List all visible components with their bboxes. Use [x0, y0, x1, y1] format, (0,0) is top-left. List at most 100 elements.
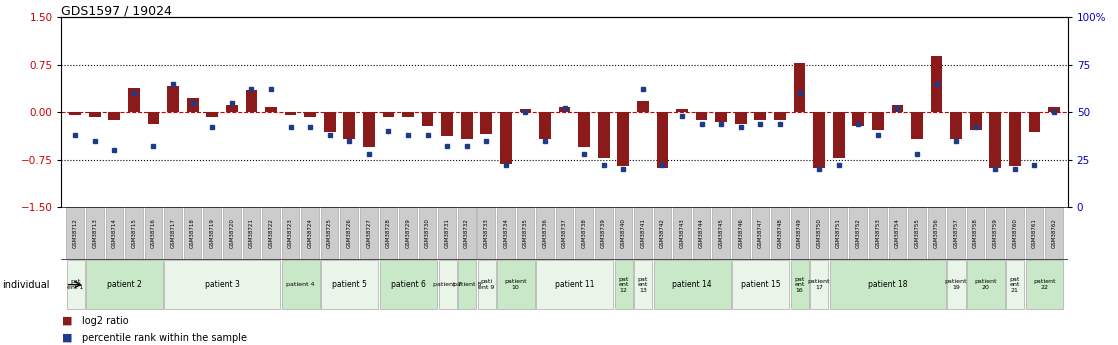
Text: GSM38751: GSM38751 [836, 218, 841, 248]
Bar [967, 207, 985, 259]
Bar [187, 98, 199, 112]
Text: GSM38727: GSM38727 [367, 218, 371, 248]
Bar [556, 207, 574, 259]
Text: pat
ent 1: pat ent 1 [67, 279, 84, 290]
Text: GDS1597 / 19024: GDS1597 / 19024 [61, 4, 172, 17]
Text: GSM38757: GSM38757 [954, 218, 958, 248]
Text: GSM38729: GSM38729 [406, 218, 410, 248]
Text: GSM38733: GSM38733 [484, 218, 489, 248]
Text: GSM38717: GSM38717 [171, 218, 176, 248]
Text: pat
ent
16: pat ent 16 [794, 277, 805, 293]
Text: GSM38762: GSM38762 [1052, 218, 1057, 248]
Text: GSM38759: GSM38759 [993, 218, 997, 248]
Bar [576, 207, 593, 259]
Bar [324, 112, 335, 132]
Text: GSM38713: GSM38713 [93, 218, 97, 248]
Bar [989, 112, 1001, 168]
Text: pat
ent
12: pat ent 12 [618, 277, 628, 293]
Bar [673, 207, 691, 259]
Bar [203, 207, 221, 259]
Text: log2 ratio: log2 ratio [82, 316, 129, 326]
Bar [164, 207, 182, 259]
Bar [833, 112, 844, 158]
Text: GSM38735: GSM38735 [523, 218, 528, 248]
Bar [246, 90, 257, 112]
Text: GSM38753: GSM38753 [875, 218, 880, 248]
Text: GSM38749: GSM38749 [797, 218, 802, 248]
Bar [559, 107, 570, 112]
Text: patient 2: patient 2 [106, 280, 142, 289]
Text: GSM38719: GSM38719 [210, 218, 215, 248]
Text: GSM38737: GSM38737 [562, 218, 567, 248]
Text: GSM38739: GSM38739 [601, 218, 606, 248]
Text: patient 4: patient 4 [286, 282, 314, 287]
Bar [1008, 112, 1021, 166]
Bar [947, 207, 965, 259]
Text: patient 18: patient 18 [868, 280, 908, 289]
Text: GSM38730: GSM38730 [425, 218, 430, 248]
Bar [617, 112, 629, 166]
Text: GSM38736: GSM38736 [542, 218, 548, 248]
Bar [282, 207, 300, 259]
Bar [771, 207, 788, 259]
Bar [402, 112, 414, 117]
Text: GSM38750: GSM38750 [816, 218, 822, 248]
Bar [811, 207, 828, 259]
Bar [537, 260, 613, 309]
Bar [498, 260, 534, 309]
Bar [481, 112, 492, 134]
Text: GSM38726: GSM38726 [347, 218, 352, 248]
Bar [477, 260, 495, 309]
Text: ■: ■ [61, 316, 72, 326]
Text: patient 5: patient 5 [332, 280, 367, 289]
Bar [226, 105, 238, 112]
Text: patient
17: patient 17 [808, 279, 831, 290]
Text: ■: ■ [61, 333, 72, 343]
Bar [438, 207, 456, 259]
Bar [1006, 260, 1024, 309]
Bar [207, 112, 218, 117]
Text: patient
19: patient 19 [945, 279, 967, 290]
Bar [695, 112, 708, 120]
Bar [105, 207, 123, 259]
Bar [889, 207, 907, 259]
Bar [911, 112, 922, 139]
Bar [144, 207, 162, 259]
Bar [830, 260, 946, 309]
Bar [321, 260, 378, 309]
Bar [301, 207, 319, 259]
Bar [891, 105, 903, 112]
Text: GSM38734: GSM38734 [503, 218, 509, 248]
Bar [790, 207, 808, 259]
Bar [517, 207, 534, 259]
Text: GSM38742: GSM38742 [660, 218, 665, 248]
Bar [830, 207, 847, 259]
Bar [790, 260, 809, 309]
Bar [69, 112, 82, 115]
Bar [168, 86, 179, 112]
Bar [89, 112, 101, 117]
Text: GSM38756: GSM38756 [934, 218, 939, 248]
Text: GSM38741: GSM38741 [641, 218, 645, 248]
Text: GSM38725: GSM38725 [328, 218, 332, 248]
Bar [598, 112, 609, 158]
Bar [285, 112, 296, 115]
Bar [382, 112, 395, 117]
Bar [950, 112, 961, 139]
Text: GSM38728: GSM38728 [386, 218, 391, 248]
Text: GSM38714: GSM38714 [112, 218, 117, 248]
Bar [928, 207, 946, 259]
Bar [986, 207, 1004, 259]
Bar [732, 260, 789, 309]
Bar [1045, 207, 1063, 259]
Bar [634, 260, 652, 309]
Bar [1006, 207, 1024, 259]
Text: GSM38715: GSM38715 [132, 218, 136, 248]
Bar [438, 260, 456, 309]
Bar [363, 112, 375, 147]
Bar [1025, 207, 1043, 259]
Bar [66, 207, 84, 259]
Bar [676, 109, 688, 112]
Text: pat
ent
13: pat ent 13 [637, 277, 648, 293]
Bar [129, 88, 140, 112]
